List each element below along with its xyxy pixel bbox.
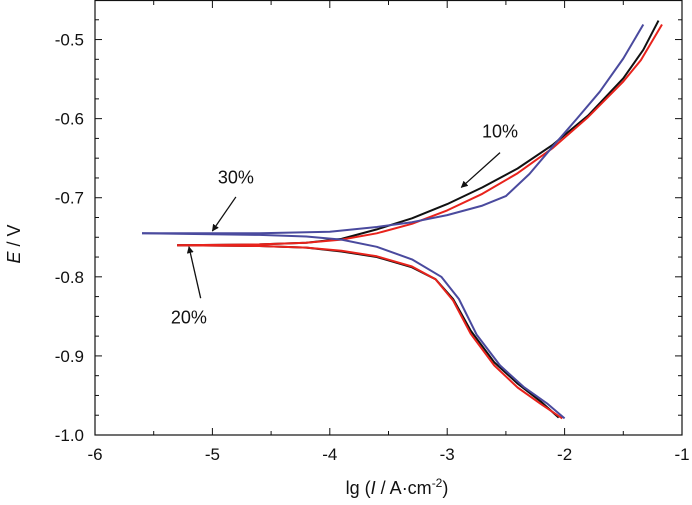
x-axis-title: lg (I / A·cm-2): [346, 476, 449, 498]
y-tick-label: -1.0: [55, 426, 84, 445]
y-tick-label: -0.7: [55, 189, 84, 208]
series-20pct: [177, 23, 663, 420]
cathodic-branch-20pct: [177, 244, 563, 420]
cathodic-branch-30pct: [141, 232, 566, 420]
anodic-branch-20pct: [177, 23, 663, 247]
anodic-branch-10pct: [177, 20, 660, 247]
annotation-arrow-20pct: [186, 246, 202, 299]
annotation-arrow-10pct: [460, 152, 501, 188]
series-group: [141, 20, 663, 420]
series-30pct: [141, 23, 645, 420]
anodic-branch-30pct: [142, 23, 645, 235]
annotations: 10% 20% 30%: [171, 122, 518, 328]
annotation-arrow-30pct: [211, 196, 237, 232]
x-tick-label: -4: [322, 445, 337, 464]
x-tick-label: -2: [557, 445, 572, 464]
y-tick-label: -0.5: [55, 31, 84, 50]
cathodic-branch-10pct: [177, 244, 560, 419]
x-tick-label: -5: [205, 445, 220, 464]
x-tick-label: -3: [440, 445, 455, 464]
plot-frame: [94, 0, 683, 436]
annotation-label-10pct: 10%: [482, 122, 518, 142]
y-axis-title: E / V: [4, 224, 24, 263]
x-tick-label: -6: [87, 445, 102, 464]
axes: -6 -5 -4 -3 -2 -1 -1.0 -0.9 -0.8 -0.7 -0.6 -0.5: [55, 0, 690, 464]
annotation-label-20pct: 20%: [171, 307, 207, 327]
annotation-label-30pct: 30%: [218, 167, 254, 187]
x-tick-label: -1: [674, 445, 689, 464]
y-tick-label: -0.9: [55, 347, 84, 366]
y-tick-label: -0.8: [55, 268, 84, 287]
y-tick-label: -0.6: [55, 110, 84, 129]
series-10pct: [177, 20, 660, 419]
